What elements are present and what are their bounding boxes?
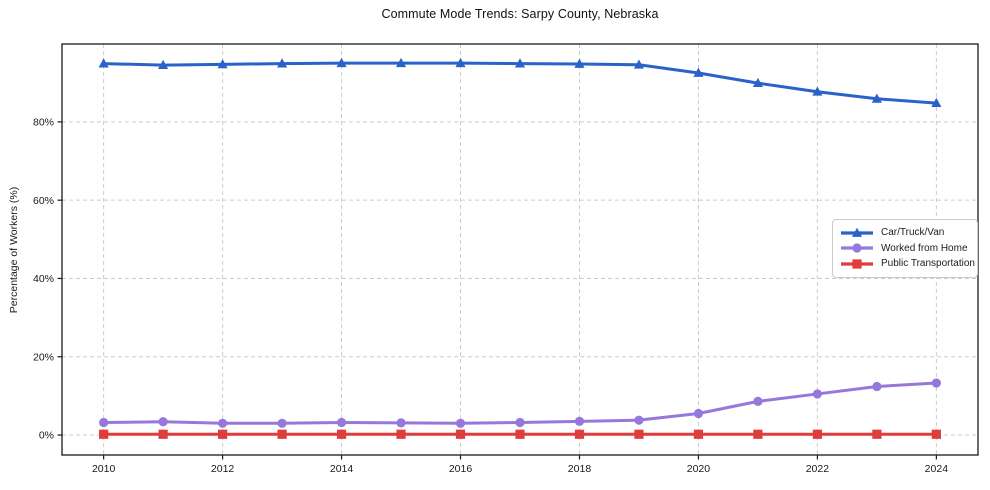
- series-markers-public-transportation: [99, 429, 941, 439]
- legend-item-worked-from-home: Worked from Home: [840, 241, 969, 257]
- x-tick-label: 2020: [687, 463, 711, 475]
- x-tick-label: 2010: [92, 463, 116, 475]
- legend-label-car-truck-van: Car/Truck/Van: [881, 227, 945, 239]
- legend-item-car-truck-van: Car/Truck/Van: [840, 225, 969, 241]
- x-tick-label: 2018: [568, 463, 592, 475]
- y-tick-label: 80%: [33, 117, 54, 129]
- x-tick-label: 2014: [330, 463, 354, 475]
- legend-item-public-transportation: Public Transportation: [840, 256, 975, 272]
- y-tick-label: 40%: [33, 273, 54, 285]
- series-line-worked-from-home: [102, 381, 938, 425]
- x-tick-label: 2022: [806, 463, 830, 475]
- x-tick-label: 2012: [211, 463, 235, 475]
- chart-title: Commute Mode Trends: Sarpy County, Nebra…: [381, 7, 659, 21]
- ticks: [57, 121, 937, 460]
- series-markers-worked-from-home: [99, 378, 941, 428]
- series-markers-car-truck-van: [98, 57, 942, 108]
- y-tick-label: 60%: [33, 195, 54, 207]
- legend: Car/Truck/Van Worked from Home Public Tr…: [832, 219, 978, 278]
- legend-sample-car-truck-van: [841, 227, 873, 237]
- legend-sample-public-transportation: [841, 259, 873, 269]
- series-line-car-truck-van: [102, 61, 938, 105]
- legend-label-public-transportation: Public Transportation: [881, 258, 975, 270]
- y-tick-label: 20%: [33, 351, 54, 363]
- legend-sample-worked-from-home: [841, 243, 873, 253]
- x-tick-label: 2016: [449, 463, 473, 475]
- y-tick-label: 0%: [39, 430, 54, 442]
- tick-labels: 2010 2012 2014 2016 2018 2020 2022 2024 0% 20% 40%…: [33, 117, 948, 475]
- legend-label-worked-from-home: Worked from Home: [881, 242, 968, 254]
- x-tick-label: 2024: [925, 463, 949, 475]
- plot-frame: [61, 43, 979, 456]
